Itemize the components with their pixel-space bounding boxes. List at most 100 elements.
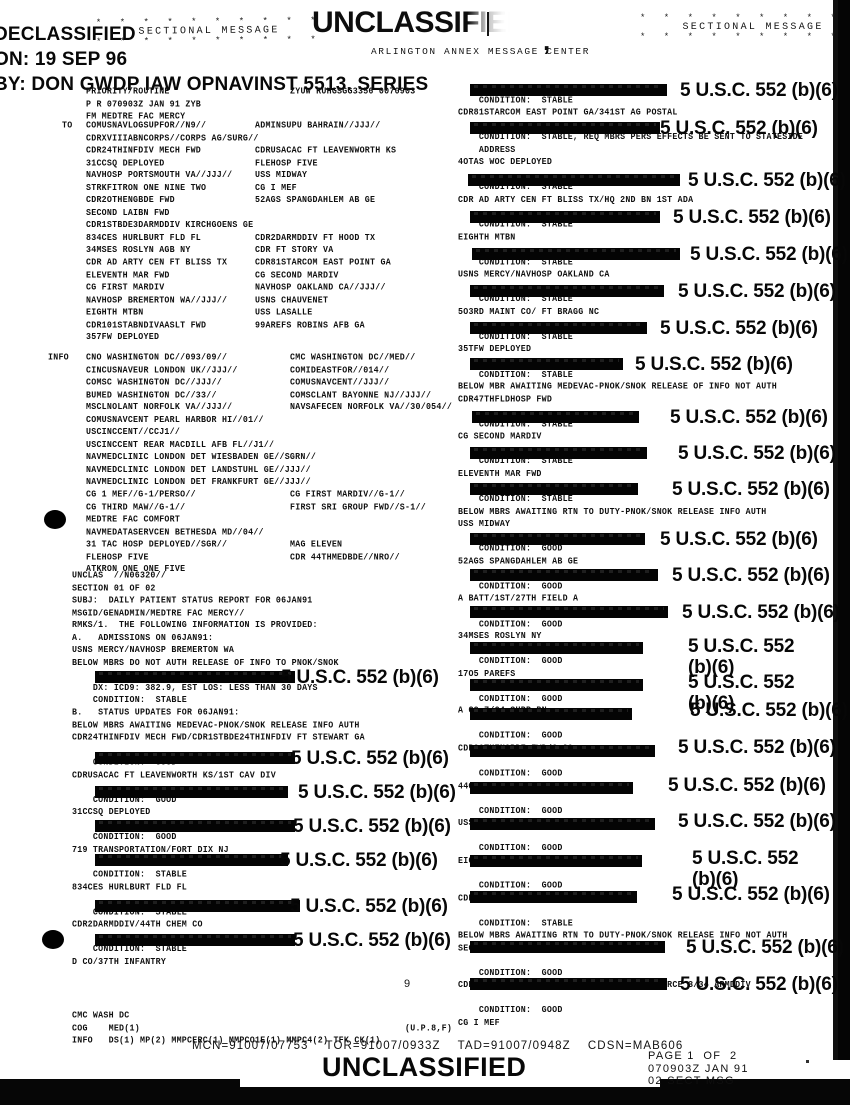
mcn-tor-tad-cdsn-line: MCN=91007/07753 TOR=91007/0933Z TAD=9100… <box>192 1040 684 1052</box>
foia-line-2: (b)(6) <box>688 657 735 678</box>
foia-line-1: 5 U.S.C. 552 <box>688 672 795 693</box>
declassified-on-line: ON: 19 SEP 96 <box>0 49 128 70</box>
redaction-bar <box>472 411 639 423</box>
foia-exemption-label: 5 U.S.C. 552 (b)(6) <box>678 737 836 758</box>
page-marginal-number: 9 <box>404 978 411 990</box>
foia-exemption-label: 5 U.S.C. 552 (b)(6) <box>680 974 838 995</box>
redaction-bar <box>470 211 660 223</box>
foia-exemption-label: 5 U.S.C. 552 (b)(6) <box>670 407 828 428</box>
foia-exemption-label: 5 U.S.C. 552 (b)(6) <box>688 170 846 191</box>
foia-line-2: (b)(6) <box>688 693 735 714</box>
foia-exemption-label: 5 U.S.C. 552 (b)(6) <box>690 244 848 265</box>
routing-block-right: (U.P.8,F) <box>405 1023 453 1034</box>
foia-exemption-label: 5 U.S.C. 552 (b)(6) <box>660 118 818 139</box>
routing-block-left: CMC WASH DC COG MED(1) INFO DS(1) MP(2) … <box>72 1011 381 1046</box>
redaction-bar <box>470 782 633 794</box>
redaction-bar <box>470 891 637 903</box>
declassification-stamp: DECLASSIFIED ON: 19 SEP 96 BY: DON GWDP … <box>0 22 428 97</box>
foia-exemption-label: 5 U.S.C. 552 (b)(6) <box>672 884 830 905</box>
foia-exemption-label: 5 U.S.C. 552 (b)(6) <box>690 700 848 721</box>
foia-exemption-label: 5 U.S.C. 552 (b)(6) <box>680 80 838 101</box>
message-header-right: ZYUW RUHGSGG3356 0070903 <box>290 87 416 97</box>
foia-line-2: (b)(6) <box>692 869 739 890</box>
redaction-bar <box>470 745 655 757</box>
sectional-message-stamp-right: * * * * * * * * * * SECTIONAL MESSAGE * … <box>640 13 850 42</box>
unclassified-banner-bottom: UNCLASSIFIED <box>322 1052 527 1082</box>
redaction-bar <box>470 679 643 691</box>
scan-edge-right <box>838 0 850 1060</box>
foia-exemption-label: 5 U.S.C. 552 (b)(6) <box>660 318 818 339</box>
unclassified-banner-top: UNCLASSIFIED <box>312 6 528 39</box>
foia-exemption-label: 5 U.S.C. 552 (b)(6) <box>660 529 818 550</box>
redaction-bar <box>470 606 668 618</box>
hole-punch-mark <box>42 930 64 949</box>
foia-exemption-label: 5 U.S.C. 552 (b)(6) <box>635 354 793 375</box>
foia-exemption-label-wrapped: 5 U.S.C. 552 (b)(6) <box>692 848 802 890</box>
to-label: TO <box>62 121 73 131</box>
info-label: INFO <box>48 353 69 363</box>
redaction-bar <box>470 978 667 990</box>
redaction-bar <box>470 447 647 459</box>
redaction-bar <box>470 84 667 96</box>
redaction-bar <box>470 322 647 334</box>
page-identification-block: PAGE 1 OF 2 070903Z JAN 91 02 SECT MSG <box>648 1050 749 1087</box>
foia-exemption-label: 5 U.S.C. 552 (b)(6) <box>291 748 449 769</box>
stamp-stars-bottom: * * * * * * * * * * <box>640 32 850 42</box>
foia-exemption-label: 5 U.S.C. 552 (b)(6) <box>672 565 830 586</box>
redaction-bar <box>470 818 655 830</box>
redaction-bar <box>470 708 632 720</box>
foia-exemption-label: 5 U.S.C. 552 (b)(6) <box>678 443 836 464</box>
redaction-bar <box>470 122 660 134</box>
redaction-bar <box>470 855 642 867</box>
redaction-bar <box>468 174 680 186</box>
addressee-list-left: COMUSNAVLOGSUPFOR//N9// CDRXVIIIABNCORPS… <box>86 121 259 343</box>
foia-line-1: 5 U.S.C. 552 <box>692 848 799 869</box>
redaction-bar <box>95 934 295 946</box>
foia-exemption-label: 5 U.S.C. 552 (b)(6) <box>290 896 448 917</box>
foia-exemption-label-wrapped: 5 U.S.C. 552 (b)(6) <box>688 672 798 714</box>
hole-punch-mark <box>44 510 66 529</box>
stamp-stars-top: * * * * * * * * * * <box>640 13 850 23</box>
redaction-bar <box>470 358 623 370</box>
redaction-bar <box>95 671 295 683</box>
redaction-bar <box>95 820 295 832</box>
scan-artifact-comma: , <box>543 26 551 56</box>
scan-speck <box>806 1060 809 1063</box>
foia-exemption-label: 5 U.S.C. 552 (b)(6) <box>673 207 831 228</box>
declassified-line: DECLASSIFIED <box>0 24 136 45</box>
foia-exemption-label: 5 U.S.C. 552 (b)(6) <box>280 850 438 871</box>
foia-line-1: 5 U.S.C. 552 <box>688 636 795 657</box>
info-list-left: CNO WASHINGTON DC//093/09// CINCUSNAVEUR… <box>86 353 317 575</box>
foia-exemption-label: 5 U.S.C. 552 (b)(6) <box>678 811 836 832</box>
redaction-bar <box>470 285 664 297</box>
foia-exemption-label: 5 U.S.C. 552 (b)(6) <box>678 281 836 302</box>
redaction-bar <box>470 642 643 654</box>
foia-exemption-label: 5 U.S.C. 552 (b)(6) <box>682 602 840 623</box>
info-list-right: CMC WASHINGTON DC//MED// COMIDEASTFOR//0… <box>290 353 453 563</box>
redaction-bar <box>470 941 665 953</box>
message-center-label: ARLINGTON ANNEX MESSAGE CENTER <box>371 46 591 57</box>
redaction-bar <box>470 569 658 581</box>
foia-exemption-label-wrapped: 5 U.S.C. 552 (b)(6) <box>688 636 798 678</box>
redaction-bar <box>470 533 645 545</box>
redaction-bar <box>95 752 295 764</box>
stamp-label: SECTIONAL MESSAGE <box>682 22 824 33</box>
foia-exemption-label: 5 U.S.C. 552 (b)(6) <box>293 816 451 837</box>
foia-exemption-label: 5 U.S.C. 552 (b)(6) <box>672 479 830 500</box>
redaction-bar <box>95 786 288 798</box>
redaction-bar <box>472 248 680 260</box>
scan-edge-bottom-gap <box>240 1078 660 1087</box>
redaction-bar <box>95 854 288 866</box>
foia-exemption-label: 5 U.S.C. 552 (b)(6) <box>281 667 439 688</box>
foia-exemption-label: 5 U.S.C. 552 (b)(6) <box>293 930 451 951</box>
scan-edge-right-inner <box>833 0 838 1060</box>
foia-exemption-label: 5 U.S.C. 552 (b)(6) <box>668 775 826 796</box>
scan-artifact-tick <box>487 12 489 36</box>
declassified-by-line: BY: DON GWDP IAW OPNAVINST 5513. SERIES <box>0 74 429 95</box>
addressee-list-right: ADMINSUPU BAHRAIN//JJJ// CDRUSACAC FT LE… <box>255 121 397 331</box>
foia-exemption-label: 5 U.S.C. 552 (b)(6) <box>298 782 456 803</box>
foia-exemption-label: 5 U.S.C. 552 (b)(6) <box>686 937 844 958</box>
message-body-left: UNCLAS //N06320// SECTION 01 OF 02 SUBJ:… <box>72 571 365 968</box>
redaction-bar <box>95 900 300 912</box>
